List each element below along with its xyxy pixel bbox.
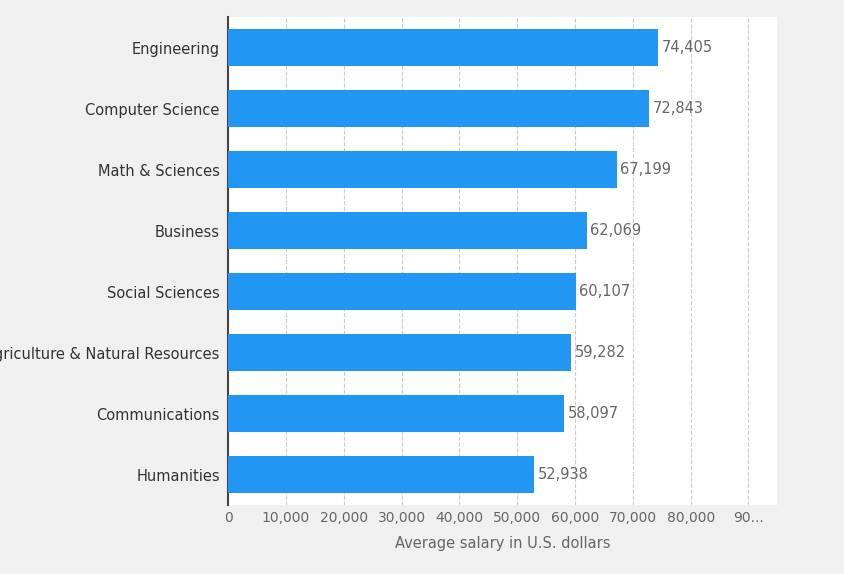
- Text: 58,097: 58,097: [567, 406, 618, 421]
- Text: 74,405: 74,405: [661, 40, 712, 55]
- Bar: [228, 456, 533, 493]
- Text: 60,107: 60,107: [578, 284, 630, 299]
- Bar: [228, 29, 657, 66]
- Text: 52,938: 52,938: [537, 467, 588, 482]
- X-axis label: Average salary in U.S. dollars: Average salary in U.S. dollars: [394, 536, 610, 551]
- Bar: [228, 334, 571, 371]
- Bar: [228, 395, 564, 432]
- Text: 62,069: 62,069: [590, 223, 641, 238]
- Text: 72,843: 72,843: [652, 101, 703, 116]
- Bar: [228, 273, 575, 310]
- Text: 59,282: 59,282: [574, 345, 625, 360]
- Text: 67,199: 67,199: [619, 162, 670, 177]
- Bar: [228, 91, 648, 127]
- Bar: [228, 212, 587, 249]
- Bar: [228, 152, 616, 188]
